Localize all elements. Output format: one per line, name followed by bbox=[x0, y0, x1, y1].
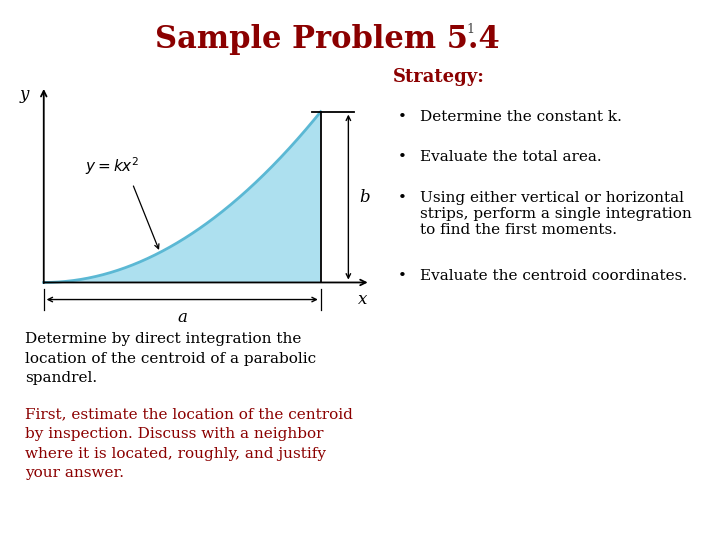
Text: •: • bbox=[398, 110, 407, 124]
Text: 1: 1 bbox=[467, 23, 474, 36]
Text: Evaluate the centroid coordinates.: Evaluate the centroid coordinates. bbox=[420, 269, 687, 283]
Text: •: • bbox=[398, 269, 407, 283]
Text: Using either vertical or horizontal
strips, perform a single integration
to find: Using either vertical or horizontal stri… bbox=[420, 191, 691, 237]
Text: x: x bbox=[358, 291, 367, 308]
Text: Evaluate the total area.: Evaluate the total area. bbox=[420, 150, 601, 164]
Text: Determine the constant k.: Determine the constant k. bbox=[420, 110, 621, 124]
Polygon shape bbox=[44, 112, 320, 282]
Text: b: b bbox=[359, 188, 370, 206]
Text: y: y bbox=[19, 86, 29, 103]
Text: First, estimate the location of the centroid
by inspection. Discuss with a neigh: First, estimate the location of the cent… bbox=[25, 408, 353, 480]
Text: •: • bbox=[398, 191, 407, 205]
Text: a: a bbox=[177, 309, 187, 326]
Text: © 2019 McGraw Hill Education.: © 2019 McGraw Hill Education. bbox=[11, 526, 171, 535]
Text: Determine by direct integration the
location of the centroid of a parabolic
span: Determine by direct integration the loca… bbox=[25, 332, 316, 385]
Text: •: • bbox=[398, 150, 407, 164]
Text: Sample Problem 5.4: Sample Problem 5.4 bbox=[156, 24, 500, 55]
Text: Strategy:: Strategy: bbox=[392, 68, 485, 85]
Text: $y = kx^2$: $y = kx^2$ bbox=[85, 156, 140, 177]
